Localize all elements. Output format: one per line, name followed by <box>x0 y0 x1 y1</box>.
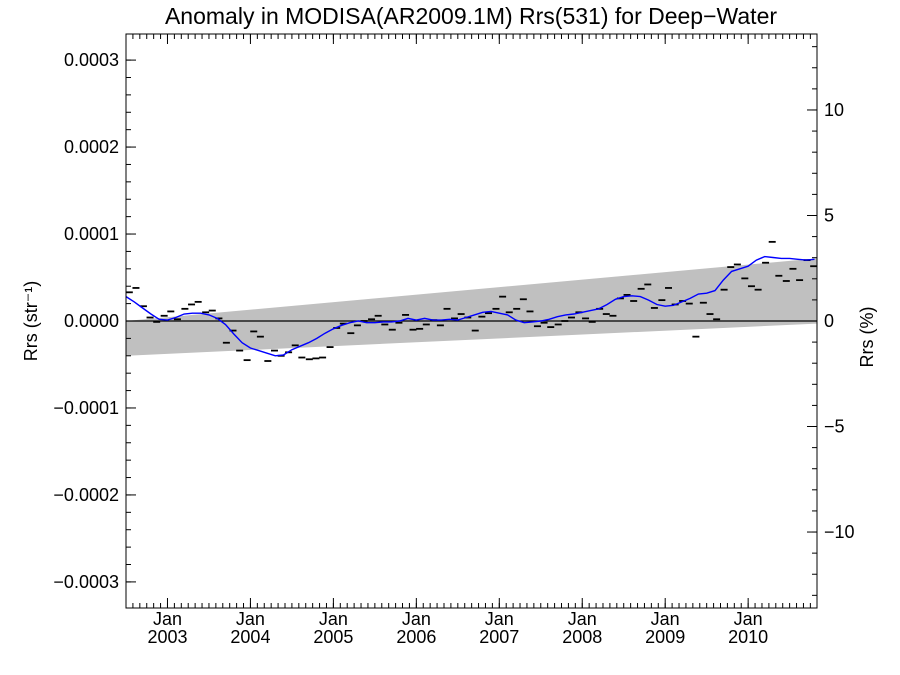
x-tick-label-year: 2009 <box>645 627 685 647</box>
x-tick-label-month: Jan <box>568 609 597 629</box>
y-tick-label-left: −0.0003 <box>53 572 119 592</box>
x-tick-label-month: Jan <box>651 609 680 629</box>
series-line-running-mean <box>125 255 815 357</box>
x-tick-label-year: 2005 <box>313 627 353 647</box>
x-tick-label-year: 2008 <box>562 627 602 647</box>
x-tick-label-month: Jan <box>734 609 763 629</box>
x-tick-label-month: Jan <box>485 609 514 629</box>
x-tick-label-year: 2007 <box>479 627 519 647</box>
x-tick-label-month: Jan <box>153 609 182 629</box>
chart-title: Anomaly in MODISA(AR2009.1M) Rrs(531) fo… <box>165 3 777 29</box>
uncertainty-band <box>126 258 817 356</box>
y-tick-label-left: −0.0002 <box>53 485 119 505</box>
y-tick-label-left: −0.0001 <box>53 398 119 418</box>
y-axis-label-right: Rrs (%) <box>857 307 877 368</box>
y-tick-label-right: 10 <box>824 100 844 120</box>
x-tick-label-month: Jan <box>319 609 348 629</box>
y-tick-label-left: 0.0003 <box>64 50 119 70</box>
y-axis-label-left: Rrs (str⁻¹) <box>21 281 41 361</box>
x-tick-label-year: 2004 <box>230 627 270 647</box>
x-tick-label-month: Jan <box>402 609 431 629</box>
y-tick-label-left: 0.0002 <box>64 137 119 157</box>
x-tick-label-year: 2003 <box>147 627 187 647</box>
x-tick-label-month: Jan <box>236 609 265 629</box>
y-tick-label-left: 0.0001 <box>64 224 119 244</box>
y-tick-label-right: −5 <box>824 417 845 437</box>
y-tick-label-left: 0.0000 <box>64 311 119 331</box>
y-tick-label-right: 0 <box>824 311 834 331</box>
plot-area: 0.0003 0.0002 0.0001 0.0000 −0.0001 −0.0002 −0… <box>53 33 855 647</box>
x-tick-label-year: 2006 <box>396 627 436 647</box>
y-tick-label-right: −10 <box>824 522 855 542</box>
x-tick-label-year: 2010 <box>728 627 768 647</box>
y-tick-label-right: 5 <box>824 205 834 225</box>
